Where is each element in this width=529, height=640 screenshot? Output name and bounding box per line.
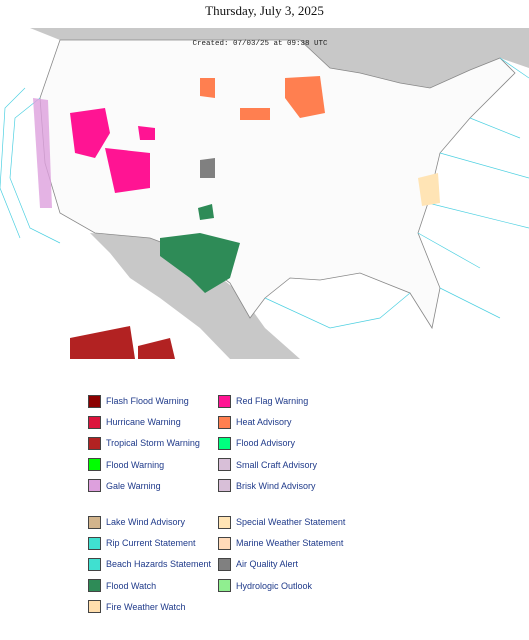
legend-item: Lake Wind Advisory xyxy=(88,515,185,529)
legend-swatch xyxy=(218,515,231,529)
created-stamp: Created: 07/03/25 at 09:38 UTC xyxy=(192,40,328,48)
legend-swatch xyxy=(88,600,101,614)
legend-item: Hydrologic Outlook xyxy=(218,579,312,593)
legend-label: Hydrologic Outlook xyxy=(236,580,313,591)
legend-label: Flood Watch xyxy=(106,580,157,591)
legend-swatch xyxy=(218,479,231,493)
legend-item: Rip Current Statement xyxy=(88,536,196,550)
legend-swatch xyxy=(88,479,101,493)
legend-item: Flash Flood Warning xyxy=(88,394,189,408)
legend-item: Flood Advisory xyxy=(218,436,295,450)
legend-swatch xyxy=(218,415,231,429)
legend-item: Hurricane Warning xyxy=(88,415,181,429)
legend-label: Gale Warning xyxy=(106,480,161,491)
legend-item: Flood Warning xyxy=(88,458,164,472)
legend-item: Brisk Wind Advisory xyxy=(218,479,316,493)
legend-swatch xyxy=(88,515,101,529)
legend-swatch xyxy=(218,394,231,408)
legend-item: Tropical Storm Warning xyxy=(88,436,200,450)
legend-label: Flood Warning xyxy=(106,459,165,470)
legend-swatch xyxy=(88,557,101,571)
date-title: Thursday, July 3, 2025 xyxy=(205,3,324,18)
legend-item: Fire Weather Watch xyxy=(88,600,186,614)
mexico xyxy=(90,233,300,359)
legend: Flash Flood Warning Hurricane Warning Trop… xyxy=(0,390,529,630)
legend-item: Heat Advisory xyxy=(218,415,292,429)
legend-label: Fire Weather Watch xyxy=(106,601,186,612)
legend-swatch xyxy=(88,458,101,472)
legend-item: Beach Hazards Statement xyxy=(88,557,211,571)
legend-swatch xyxy=(88,579,101,593)
legend-item: Flood Watch xyxy=(88,579,156,593)
marine-zones xyxy=(0,57,529,329)
legend-label: Heat Advisory xyxy=(236,417,292,428)
legend-item: Marine Weather Statement xyxy=(218,536,343,550)
legend-label: Marine Weather Statement xyxy=(236,538,344,549)
legend-swatch xyxy=(218,436,231,450)
canada xyxy=(30,28,529,88)
alert-areas xyxy=(33,76,440,359)
legend-item: Special Weather Statement xyxy=(218,515,345,529)
legend-swatch xyxy=(218,557,231,571)
legend-label: Beach Hazards Statement xyxy=(106,559,212,570)
legend-label: Hurricane Warning xyxy=(106,417,181,428)
legend-label: Brisk Wind Advisory xyxy=(236,480,316,491)
legend-label: Small Craft Advisory xyxy=(236,459,318,470)
legend-label: Air Quality Alert xyxy=(236,559,299,570)
legend-label: Special Weather Statement xyxy=(236,517,346,527)
legend-swatch xyxy=(218,536,231,550)
legend-label: Flood Advisory xyxy=(236,438,296,449)
united-states xyxy=(39,39,516,330)
legend-swatch xyxy=(88,536,101,550)
legend-label: Flash Flood Warning xyxy=(106,396,189,406)
legend-label: Lake Wind Advisory xyxy=(106,517,186,527)
legend-label: Red Flag Warning xyxy=(236,396,309,406)
legend-swatch xyxy=(88,436,101,450)
legend-swatch xyxy=(88,394,101,408)
legend-label: Tropical Storm Warning xyxy=(106,438,200,449)
legend-item: Gale Warning xyxy=(88,479,161,493)
legend-swatch xyxy=(218,579,231,593)
alert-map: Created: 07/03/25 at 09:38 UTC xyxy=(0,28,529,359)
legend-item: Red Flag Warning xyxy=(218,394,308,408)
legend-swatch xyxy=(218,458,231,472)
legend-item: Small Craft Advisory xyxy=(218,458,317,472)
legend-swatch xyxy=(88,415,101,429)
legend-label: Rip Current Statement xyxy=(106,538,196,549)
legend-item: Air Quality Alert xyxy=(218,557,298,571)
